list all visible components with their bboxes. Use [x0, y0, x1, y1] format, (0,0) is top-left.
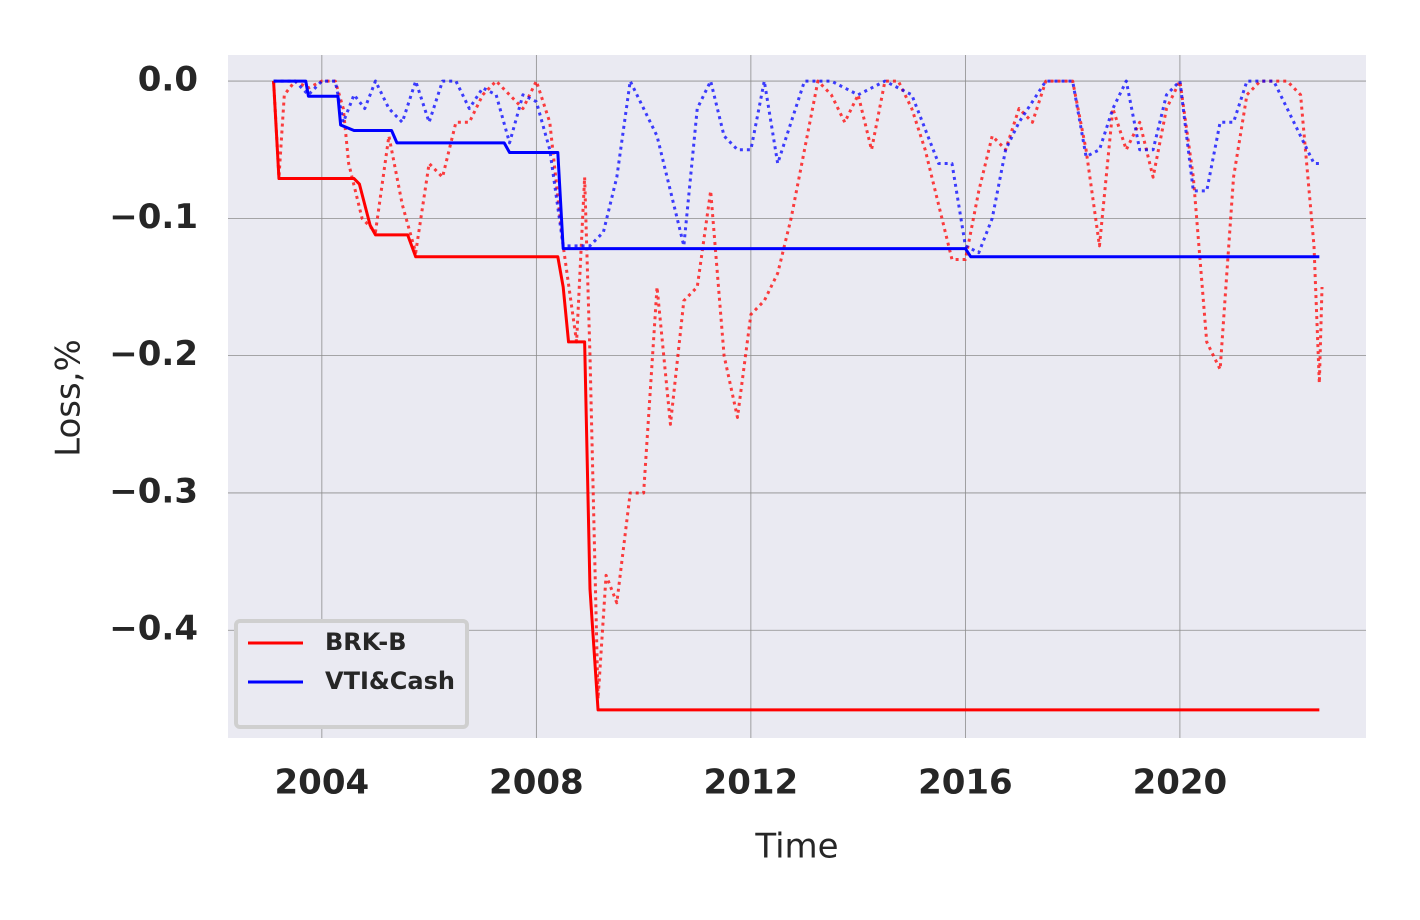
grid — [228, 55, 1366, 738]
max-drawdown-line — [272, 80, 1320, 712]
max-drawdown-line — [273, 79, 1320, 259]
y-axis-label: Loss,% — [49, 339, 89, 457]
y-tick-label: 0.0 — [138, 60, 198, 100]
legend-label: BRK-B — [325, 628, 407, 656]
x-tick-label: 2004 — [275, 763, 370, 803]
y-tick-label: −0.3 — [109, 471, 198, 511]
y-tick-label: −0.1 — [109, 197, 198, 237]
lines — [272, 79, 1324, 712]
x-tick-label: 2008 — [489, 763, 584, 803]
legend-box — [234, 619, 469, 729]
legend-label: VTI&Cash — [325, 667, 455, 695]
y-tick-label: −0.2 — [109, 334, 198, 374]
x-axis-label: Time — [754, 827, 838, 867]
drawdown-line — [272, 79, 1324, 701]
x-tick-label: 2020 — [1133, 763, 1228, 803]
y-tick-label: −0.4 — [109, 609, 198, 649]
x-tick-label: 2016 — [918, 763, 1013, 803]
x-tick-label: 2012 — [704, 763, 799, 803]
legend: BRK-B VTI&Cash — [234, 619, 469, 729]
